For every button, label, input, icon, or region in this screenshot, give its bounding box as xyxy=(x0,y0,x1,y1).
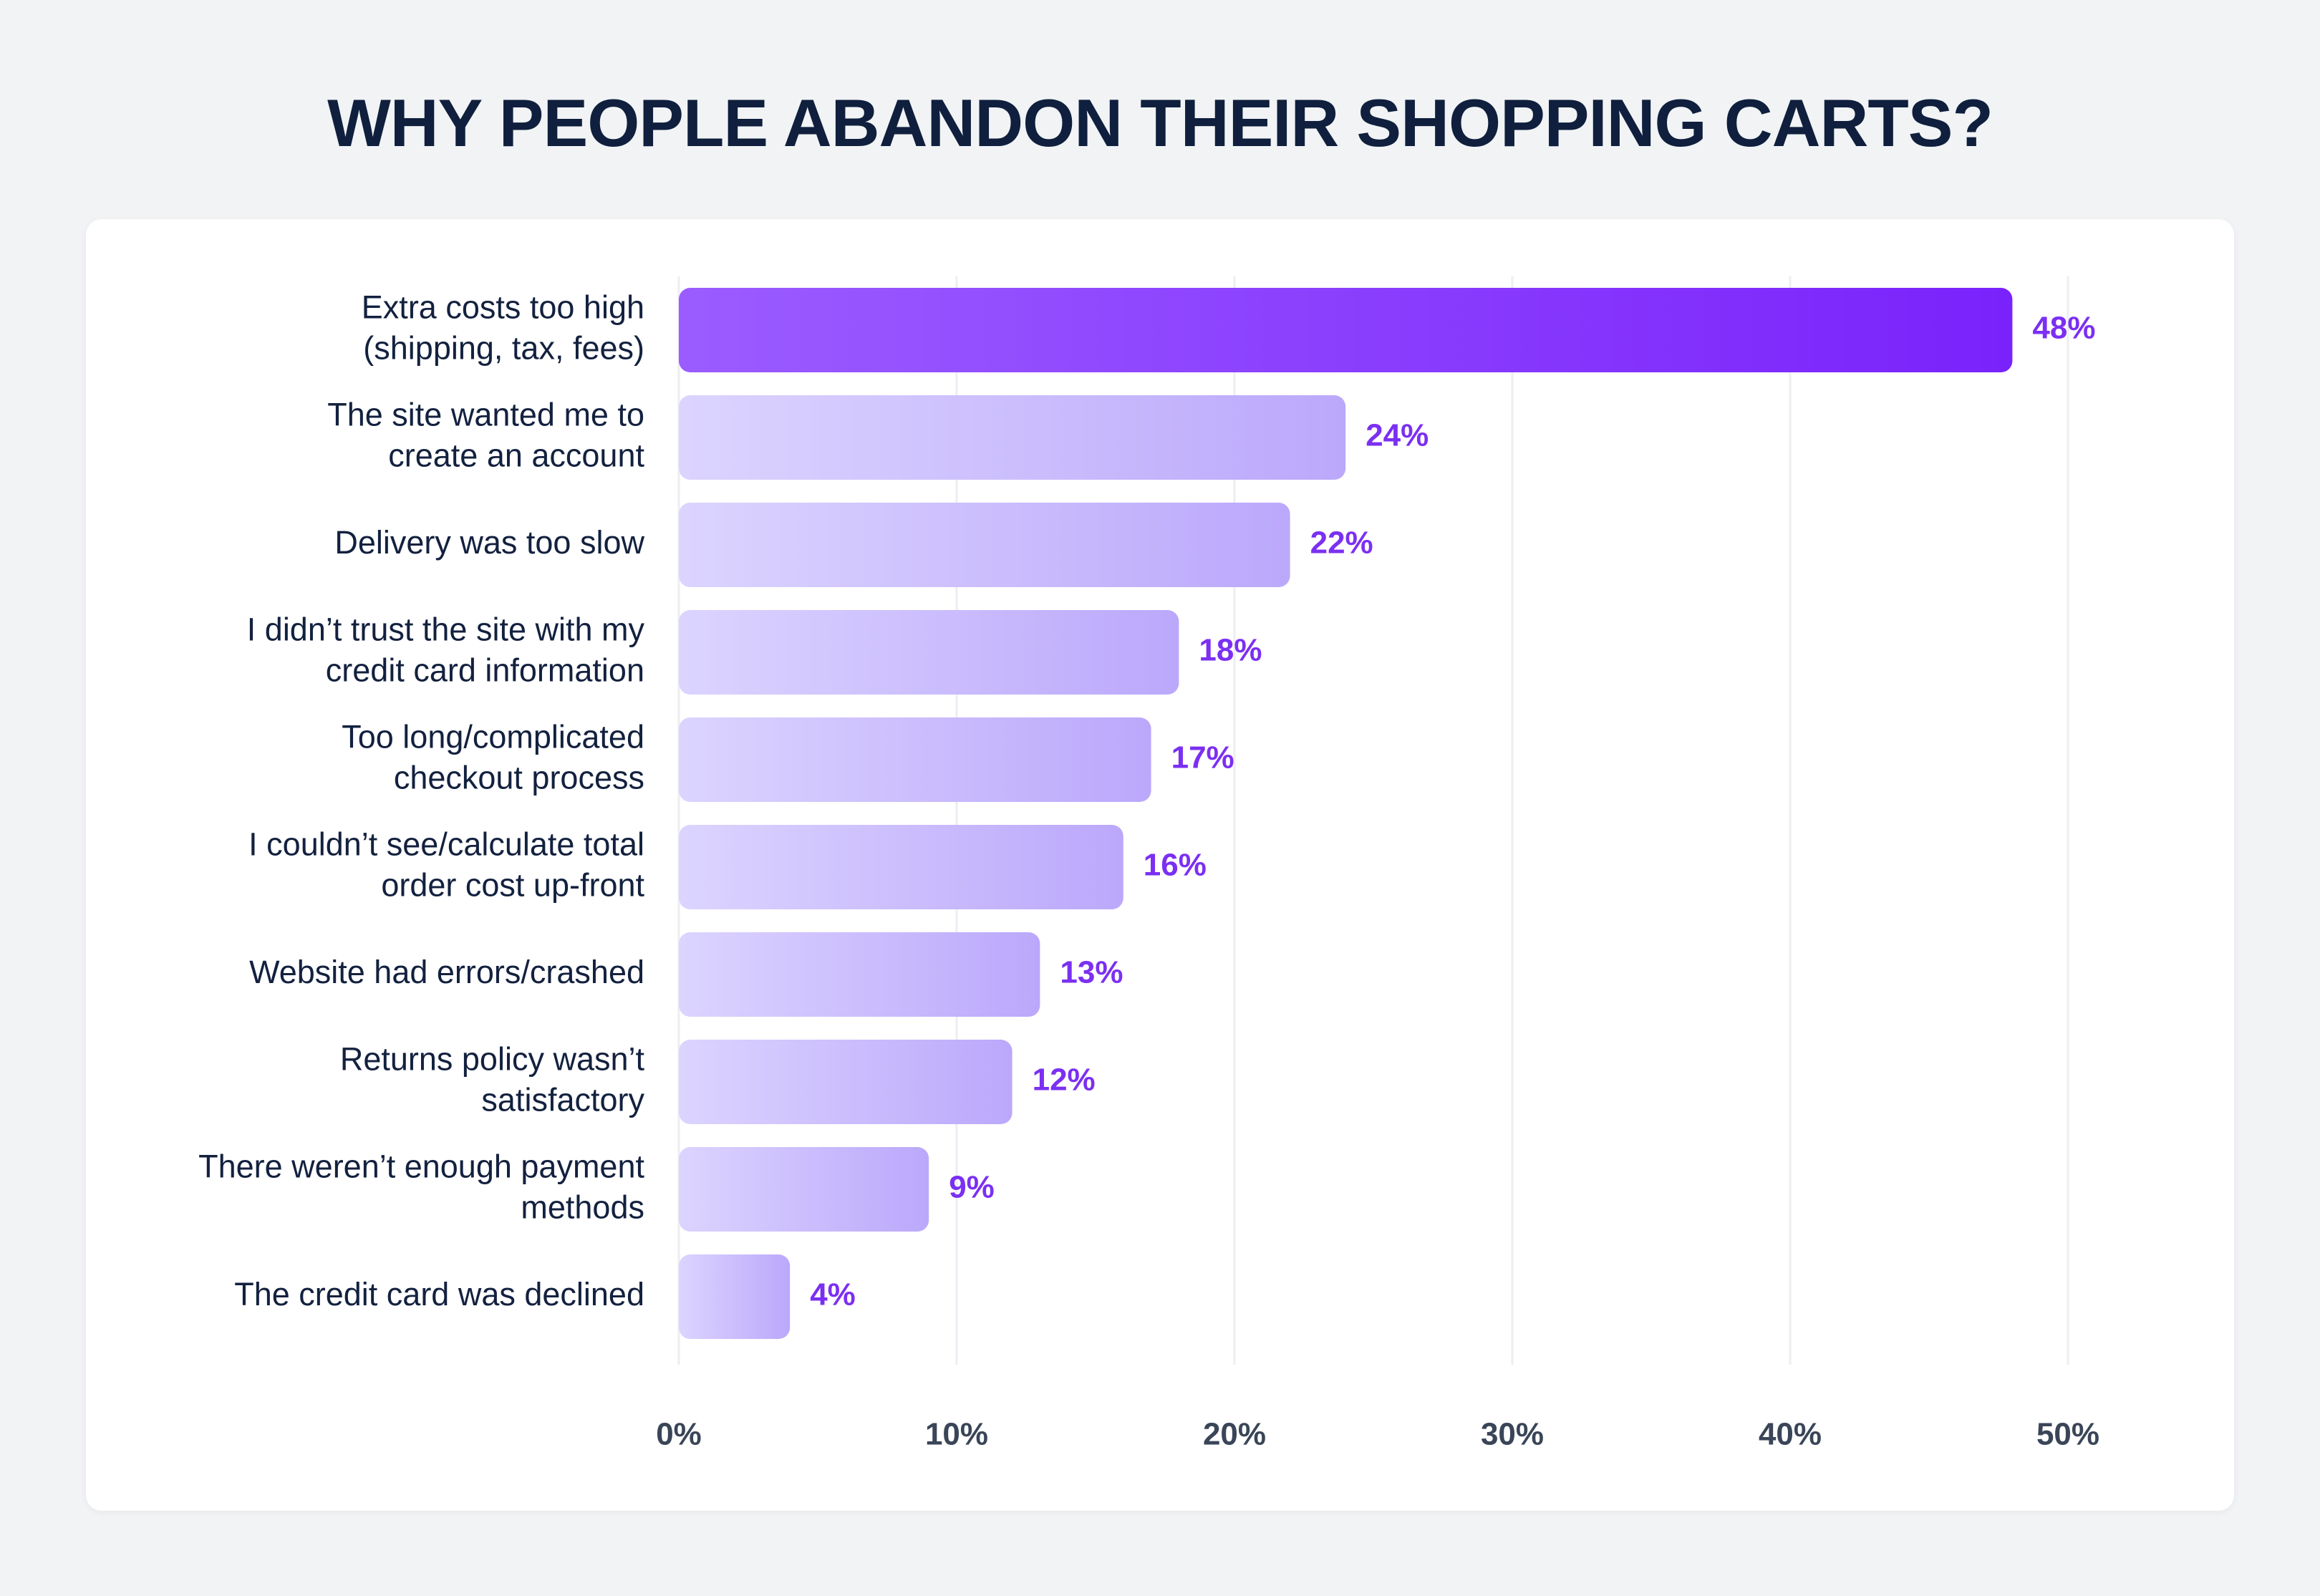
category-label: Delivery was too slow xyxy=(334,524,644,561)
category-label: There weren’t enough payment methods xyxy=(198,1148,644,1225)
x-axis-ticks: 0% 10% 20% 30% 40% 50% xyxy=(656,1417,2099,1452)
category-label-line: methods xyxy=(521,1189,644,1225)
value-label: 17% xyxy=(1171,740,1234,775)
value-label: 12% xyxy=(1033,1063,1096,1098)
category-label-line: Returns policy wasn’t xyxy=(340,1040,645,1077)
category-label-line: Extra costs too high xyxy=(362,289,644,325)
bar xyxy=(679,825,1123,909)
category-label: Too long/complicated checkout process xyxy=(342,718,644,795)
value-label: 13% xyxy=(1060,955,1123,990)
category-label-line: checkout process xyxy=(394,759,644,795)
chart-card: Extra costs too high (shipping, tax, fees… xyxy=(86,219,2234,1511)
bar xyxy=(679,1040,1012,1124)
x-tick-label: 0% xyxy=(656,1417,702,1452)
x-tick-label: 40% xyxy=(1759,1417,1822,1452)
category-labels: Extra costs too high (shipping, tax, fees… xyxy=(198,289,644,1312)
category-label-line: order cost up-front xyxy=(381,866,644,903)
value-label: 48% xyxy=(2032,311,2095,346)
value-label: 4% xyxy=(810,1277,856,1312)
category-label: The site wanted me to create an account xyxy=(327,396,644,473)
category-label: Extra costs too high (shipping, tax, fees… xyxy=(362,289,644,366)
value-label: 24% xyxy=(1366,418,1429,453)
bar xyxy=(679,932,1040,1017)
x-tick-label: 30% xyxy=(1481,1417,1544,1452)
bar xyxy=(679,717,1151,802)
category-label: I didn’t trust the site with my credit ca… xyxy=(247,611,645,688)
category-label-line: (shipping, tax, fees) xyxy=(363,329,644,366)
category-label-line: Too long/complicated xyxy=(342,718,644,755)
bar xyxy=(679,503,1290,587)
category-label-line: I couldn’t see/calculate total xyxy=(248,826,644,862)
chart-title: WHY PEOPLE ABANDON THEIR SHOPPING CARTS? xyxy=(327,85,1993,160)
bars xyxy=(679,288,2013,1339)
x-tick-label: 20% xyxy=(1203,1417,1266,1452)
bar xyxy=(679,610,1179,695)
category-label-line: satisfactory xyxy=(481,1081,644,1118)
category-label: Returns policy wasn’t satisfactory xyxy=(340,1040,645,1118)
x-tick-label: 10% xyxy=(925,1417,988,1452)
value-labels: 48% 24% 22% 18% 17% 16% 13% 12% 9% 4% xyxy=(810,311,2095,1312)
category-label-line: Delivery was too slow xyxy=(334,524,644,561)
category-label-line: The credit card was declined xyxy=(234,1276,644,1312)
category-label: The credit card was declined xyxy=(234,1276,644,1312)
value-label: 16% xyxy=(1144,848,1207,883)
category-label-line: create an account xyxy=(388,437,644,473)
category-label: I couldn’t see/calculate total order cost… xyxy=(248,826,644,903)
category-label-line: I didn’t trust the site with my xyxy=(247,611,645,647)
value-label: 18% xyxy=(1199,633,1262,668)
bar xyxy=(679,288,2013,372)
x-tick-label: 50% xyxy=(2036,1417,2099,1452)
category-label-line: credit card information xyxy=(326,652,644,688)
value-label: 22% xyxy=(1310,526,1373,561)
category-label-line: There weren’t enough payment xyxy=(198,1148,644,1184)
value-label: 9% xyxy=(949,1170,995,1205)
bar-chart: Extra costs too high (shipping, tax, fees… xyxy=(198,276,2099,1452)
bar xyxy=(679,1254,791,1339)
bar xyxy=(679,1147,929,1232)
category-label-line: Website had errors/crashed xyxy=(249,954,644,990)
bar xyxy=(679,395,1346,480)
category-label-line: The site wanted me to xyxy=(327,396,644,432)
category-label: Website had errors/crashed xyxy=(249,954,644,990)
